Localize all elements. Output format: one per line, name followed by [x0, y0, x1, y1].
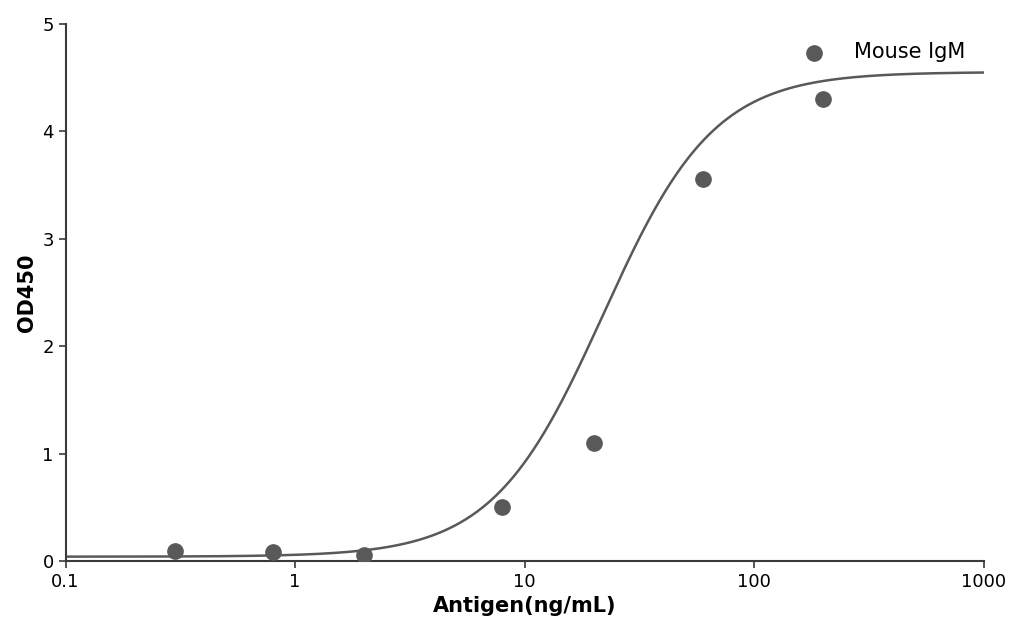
- X-axis label: Antigen(ng/mL): Antigen(ng/mL): [433, 596, 617, 617]
- Mouse IgM: [356, 549, 372, 560]
- Mouse IgM: [695, 175, 711, 185]
- Mouse IgM: [585, 437, 602, 448]
- Mouse IgM: [815, 94, 832, 104]
- Mouse IgM: [494, 502, 510, 512]
- Legend: Mouse IgM: Mouse IgM: [783, 34, 973, 71]
- Mouse IgM: [167, 546, 183, 556]
- Mouse IgM: [265, 548, 281, 558]
- Y-axis label: OD450: OD450: [16, 253, 37, 332]
